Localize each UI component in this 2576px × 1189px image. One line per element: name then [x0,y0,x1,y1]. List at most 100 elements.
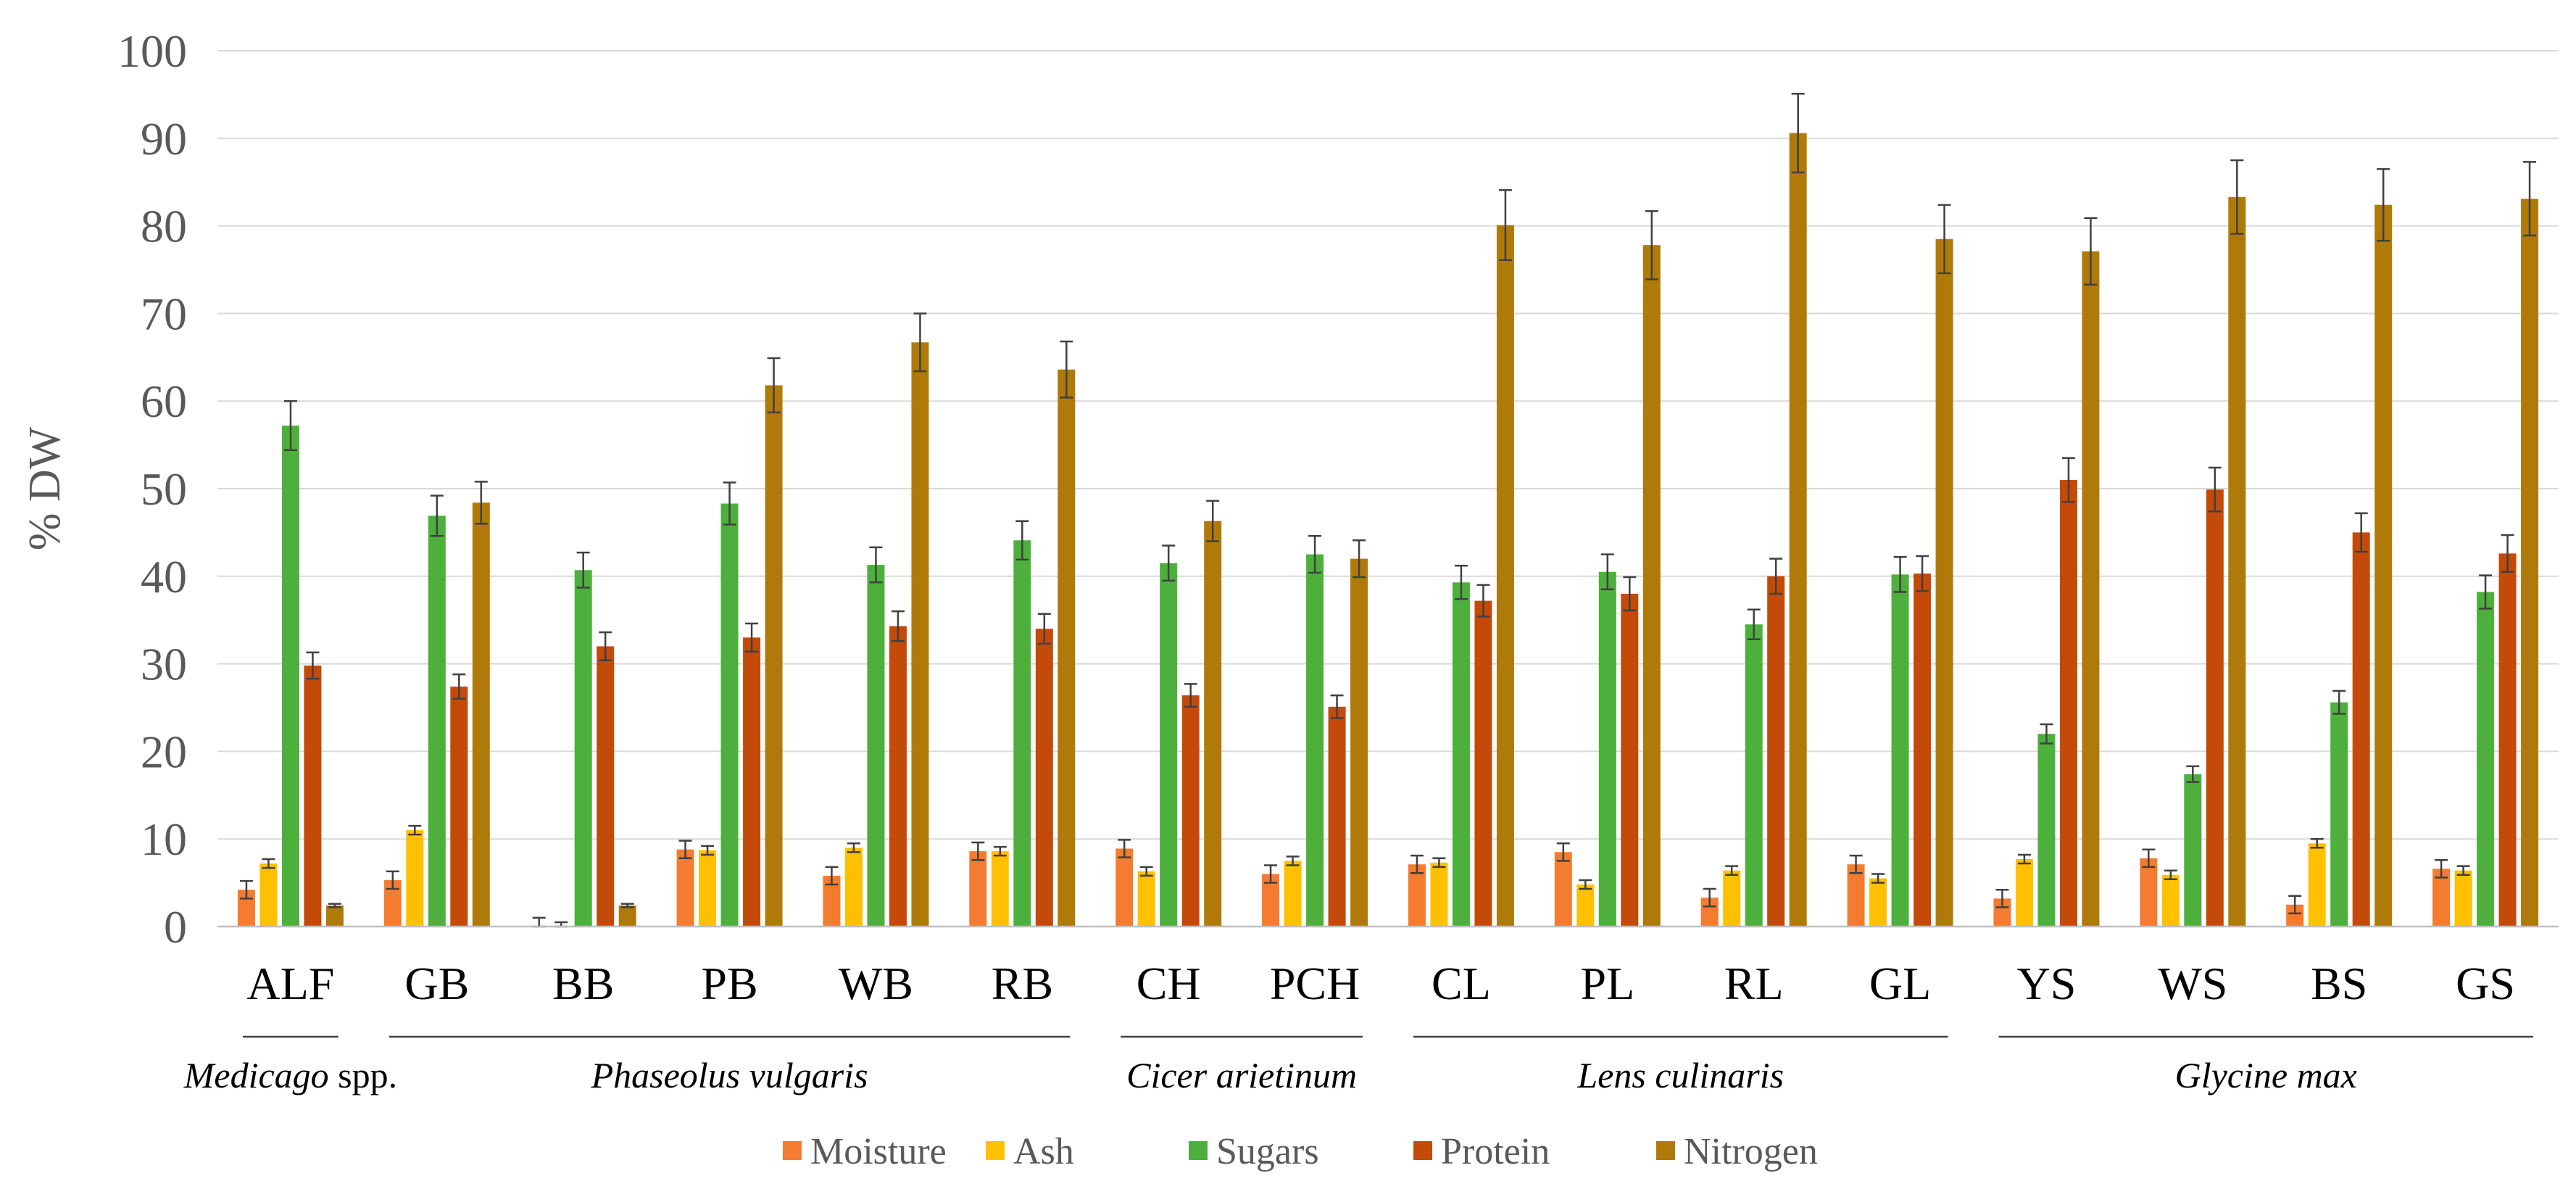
error-bar-bs-nitrogen [2377,167,2390,242]
bar-ys-protein [2059,479,2077,927]
bar-ch-moisture [1115,848,1134,927]
error-bar-rl-moisture [1703,887,1716,908]
error-bar-rb-protein [1037,613,1051,645]
y-axis: 0 10 20 30 40 50 60 70 80 90 100 [117,25,187,953]
error-bar-cl-moisture [1410,854,1424,874]
bar-bs-nitrogen [2375,204,2393,927]
error-bar-alf-ash [262,858,275,869]
error-bar-alf-sugars [283,399,297,452]
category-label-alf: ALF [246,958,334,1009]
bar-ys-ash [2015,858,2033,927]
bar-alf-protein [304,666,322,927]
category-label-rl: RL [1724,958,1784,1009]
legend: Moisture Ash Sugars Protein Nitrogen [783,1131,1818,1172]
bar-cl-ash [1430,862,1448,927]
bar-pch-sugars [1306,554,1324,927]
bars [237,92,2539,928]
bar-pch-ash [1284,861,1302,927]
error-bar-cl-ash [1432,857,1446,869]
error-bar-ch-moisture [1118,839,1131,858]
bar-pl-sugars [1598,571,1616,927]
error-bar-wb-nitrogen [913,312,927,373]
error-bar-rb-nitrogen [1060,340,1073,399]
error-bar-gl-sugars [1893,555,1907,593]
error-bar-rl-ash [1725,865,1739,876]
error-bar-cl-nitrogen [1498,188,1512,261]
bar-rb-ash [991,851,1009,927]
error-bar-ys-sugars [2040,723,2053,745]
bar-gl-protein [1914,573,1932,927]
bar-gb-nitrogen [472,502,490,927]
group-label: Cicer arietinum [1126,1055,1357,1095]
error-bar-bs-ash [2310,837,2324,849]
bar-gs-sugars [2477,592,2495,927]
error-bar-gb-moisture [386,870,399,890]
legend-label-sugars: Sugars [1216,1131,1319,1172]
bar-pl-ash [1576,884,1595,927]
bar-gl-moisture [1847,864,1865,927]
error-bar-bb-protein [599,631,612,662]
error-bar-pl-protein [1623,576,1637,612]
category-label-pb: PB [701,958,757,1009]
legend-label-nitrogen: Nitrogen [1684,1131,1818,1172]
x-axis: ALF GB BB PB WB RB CH PCH CL PL RL GL YS WS BS GS [217,925,2559,1009]
error-bar-pb-nitrogen [767,357,781,414]
bar-cl-nitrogen [1496,225,1514,927]
y-tick-label: 20 [141,726,187,777]
group-label: Medicago spp. [183,1055,397,1095]
bar-ys-nitrogen [2082,251,2100,927]
bar-ch-protein [1181,695,1200,927]
error-bar-bs-sugars [2332,689,2346,715]
legend-swatch-nitrogen [1656,1141,1675,1160]
error-bar-wb-sugars [869,546,883,584]
y-tick-label: 10 [141,813,187,865]
bar-pb-protein [743,637,761,927]
bar-gb-sugars [428,515,446,927]
y-tick-label: 60 [141,376,187,427]
error-bar-wb-moisture [825,866,839,886]
error-bar-pb-sugars [723,481,736,526]
bar-bb-nitrogen [618,906,636,927]
bar-pb-nitrogen [765,385,783,927]
error-bar-pl-sugars [1600,553,1614,591]
error-bar-ws-protein [2208,466,2222,513]
bar-cl-protein [1474,600,1492,927]
error-bar-wb-protein [891,610,905,642]
bar-ws-ash [2161,874,2180,927]
category-label-pl: PL [1580,958,1634,1009]
error-bar-pb-protein [745,622,759,652]
category-label-wb: WB [839,958,913,1009]
bar-gl-nitrogen [1935,239,1953,927]
bar-pl-nitrogen [1642,245,1661,927]
group-label-name: Glycine max [2175,1055,2357,1095]
y-tick-label: 90 [141,113,187,165]
bar-bs-ash [2308,843,2326,927]
bar-pb-moisture [676,849,694,927]
error-bar-wb-ash [847,842,860,853]
error-bar-gs-protein [2501,534,2514,573]
error-bar-ch-nitrogen [1206,500,1220,542]
bar-rl-protein [1767,576,1785,927]
error-bar-gs-ash [2456,865,2470,876]
y-tick-label: 40 [141,551,187,602]
bar-rl-ash [1723,870,1741,927]
error-bar-pch-ash [1286,856,1300,866]
error-bar-rl-protein [1769,558,1783,595]
error-bar-alf-nitrogen [328,903,341,908]
bar-ch-nitrogen [1204,521,1222,927]
bar-pl-protein [1621,593,1639,927]
bar-pb-sugars [720,503,739,927]
legend-swatch-protein [1413,1141,1432,1160]
error-bar-rb-ash [993,845,1007,857]
bar-pl-moisture [1554,852,1572,927]
error-bar-ys-moisture [1995,889,2009,908]
error-bar-pb-ash [701,845,715,856]
error-bar-bb-sugars [576,551,590,589]
category-label-cl: CL [1432,958,1491,1009]
category-label-gb: GB [404,958,469,1009]
bar-gs-nitrogen [2521,199,2539,927]
category-label-pch: PCH [1270,958,1360,1009]
error-bar-rl-sugars [1747,608,1761,641]
error-bar-ch-ash [1139,866,1153,877]
error-bar-rb-sugars [1015,520,1029,561]
